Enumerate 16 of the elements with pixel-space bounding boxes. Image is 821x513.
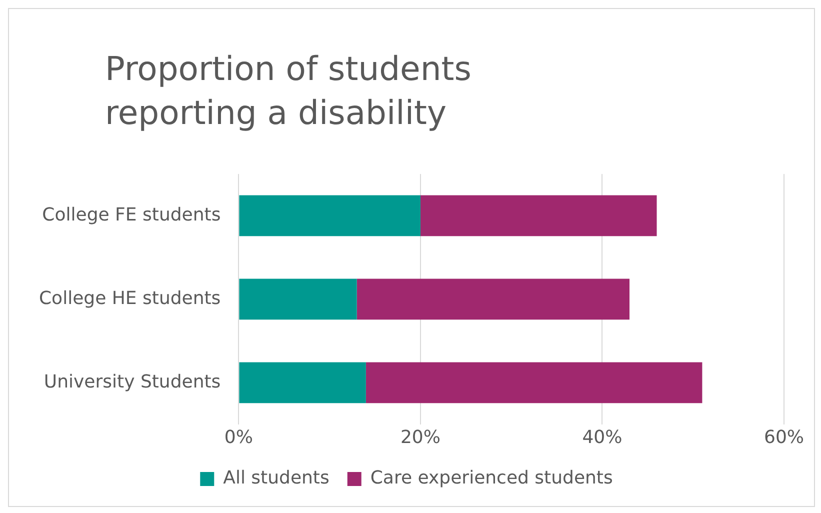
y-tick-label: College HE students bbox=[38, 288, 221, 309]
bar bbox=[239, 362, 366, 404]
x-tick-label: 20% bbox=[400, 426, 440, 448]
legend-label: Care experienced students bbox=[370, 468, 613, 489]
y-tick-label: University Students bbox=[44, 371, 221, 392]
bar bbox=[420, 195, 657, 236]
y-tick-label: College FE students bbox=[42, 204, 221, 226]
chart-title: Proportion of students reporting a disability bbox=[105, 48, 472, 134]
x-tick-label: 40% bbox=[582, 426, 622, 448]
x-tick-label: 60% bbox=[764, 426, 804, 448]
bar bbox=[366, 362, 702, 404]
bar bbox=[356, 278, 630, 320]
legend-label: All students bbox=[223, 468, 330, 489]
bar bbox=[239, 278, 357, 320]
x-tick-label: 0% bbox=[224, 426, 253, 448]
bar bbox=[239, 195, 420, 236]
